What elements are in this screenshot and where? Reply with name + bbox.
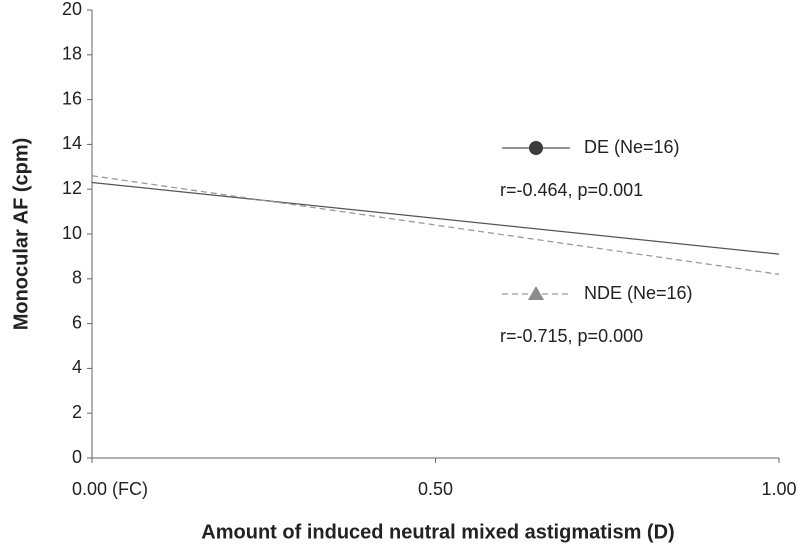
y-tick-label: 12 xyxy=(62,178,82,198)
y-axis-title: Monocular AF (cpm) xyxy=(10,138,32,331)
y-tick-label: 2 xyxy=(72,402,82,422)
legend-marker xyxy=(528,286,544,300)
y-tick-label: 4 xyxy=(72,357,82,377)
x-tick-label: 0.00 (FC) xyxy=(72,479,148,499)
y-tick-label: 14 xyxy=(62,133,82,153)
annotation: r=-0.715, p=0.000 xyxy=(500,326,643,346)
y-tick-label: 10 xyxy=(62,223,82,243)
legend-marker xyxy=(529,141,543,155)
trend-line xyxy=(91,181,780,255)
legend-label: DE (Ne=16) xyxy=(584,137,680,157)
annotation: r=-0.464, p=0.001 xyxy=(500,180,643,200)
y-tick-label: 0 xyxy=(72,447,82,467)
y-tick-label: 6 xyxy=(72,312,82,332)
y-tick-label: 20 xyxy=(62,0,82,19)
y-tick-label: 16 xyxy=(62,88,82,108)
trend-line xyxy=(91,175,780,275)
y-tick-label: 18 xyxy=(62,44,82,64)
x-tick-label: 0.50 xyxy=(418,479,453,499)
x-tick-label: 1.00 xyxy=(761,479,796,499)
y-tick-label: 8 xyxy=(72,268,82,288)
x-axis-title: Amount of induced neutral mixed astigmat… xyxy=(201,521,674,543)
legend-label: NDE (Ne=16) xyxy=(584,283,693,303)
